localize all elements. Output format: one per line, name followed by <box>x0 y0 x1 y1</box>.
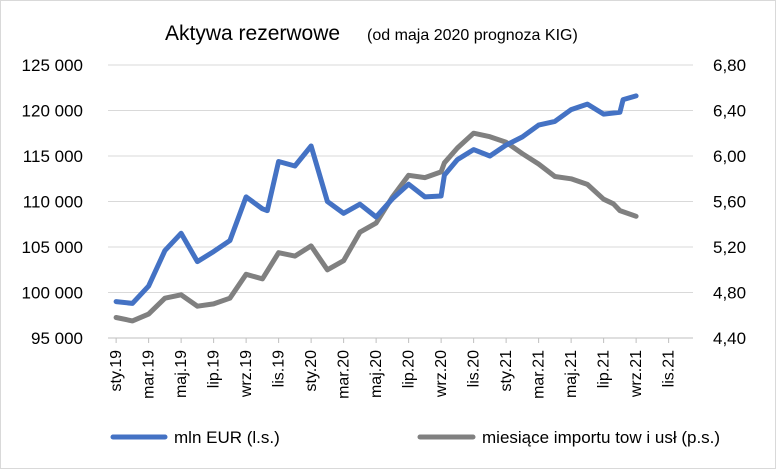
x-axis-tick-label: sty.20 <box>303 350 320 392</box>
chart-title: Aktywa rezerwowe <box>165 22 340 45</box>
x-axis-tick-label: lip.20 <box>401 350 418 388</box>
left-axis-tick-label: 105 000 <box>22 238 83 257</box>
series-line-mln-eur <box>113 93 639 306</box>
x-axis-tick-label: maj.19 <box>173 350 190 398</box>
x-axis-tick-label: wrz.20 <box>433 350 450 398</box>
x-axis-tick-label: mar.19 <box>141 350 158 399</box>
x-axis-tick-label: lis.21 <box>661 350 678 387</box>
x-axis-tick-label: lis.20 <box>466 350 483 387</box>
right-axis-tick-label: 5,20 <box>713 238 746 257</box>
x-axis-tick-label: sty.19 <box>108 350 125 392</box>
x-axis-tick-label: lis.19 <box>271 350 288 387</box>
right-axis-ticks: 4,40 4,80 5,20 5,60 6,00 6,40 6,80 <box>713 56 746 348</box>
x-axis: sty.19 mar.19 maj.19 lip.19 wrz.19 lis.19 sty.… <box>108 337 693 399</box>
left-axis-tick-label: 100 000 <box>22 284 83 303</box>
legend: mln EUR (l.s.) miesiące importu tow i usł… <box>110 428 720 447</box>
series-lines <box>113 93 639 324</box>
right-axis-tick-label: 5,60 <box>713 193 746 212</box>
legend-label: mln EUR (l.s.) <box>174 428 280 447</box>
right-axis-tick-label: 6,00 <box>713 147 746 166</box>
legend-label: miesiące importu tow i usł (p.s.) <box>482 428 720 447</box>
x-axis-tick-label: mar.21 <box>531 350 548 399</box>
x-axis-tick-label: maj.21 <box>563 350 580 398</box>
left-axis-tick-label: 95 000 <box>31 329 83 348</box>
x-axis-tick-label: mar.20 <box>336 350 353 399</box>
left-axis-tick-label: 115 000 <box>23 147 83 166</box>
right-axis-tick-label: 4,40 <box>713 329 746 348</box>
chart-subtitle: (od maja 2020 prognoza KIG) <box>367 27 578 44</box>
gridlines <box>108 64 693 293</box>
x-axis-tick-label: wrz.21 <box>628 350 645 398</box>
x-axis-tick-label: lip.21 <box>596 350 613 388</box>
left-axis-tick-label: 125 000 <box>22 56 83 75</box>
x-axis-tick-label: wrz.19 <box>238 350 255 398</box>
left-axis-tick-label: 120 000 <box>22 102 83 121</box>
right-axis-tick-label: 6,80 <box>713 56 746 75</box>
left-axis-tick-label: 110 000 <box>23 193 83 212</box>
left-axis-ticks: 95 000 100 000 105 000 110 000 115 000 120 00… <box>22 56 83 348</box>
x-axis-tick-label: maj.20 <box>368 350 385 398</box>
right-axis-tick-label: 4,80 <box>713 284 746 303</box>
right-axis-tick-label: 6,40 <box>713 102 746 121</box>
x-axis-tick-label: lip.19 <box>206 350 223 388</box>
x-axis-tick-label: sty.21 <box>498 350 515 392</box>
